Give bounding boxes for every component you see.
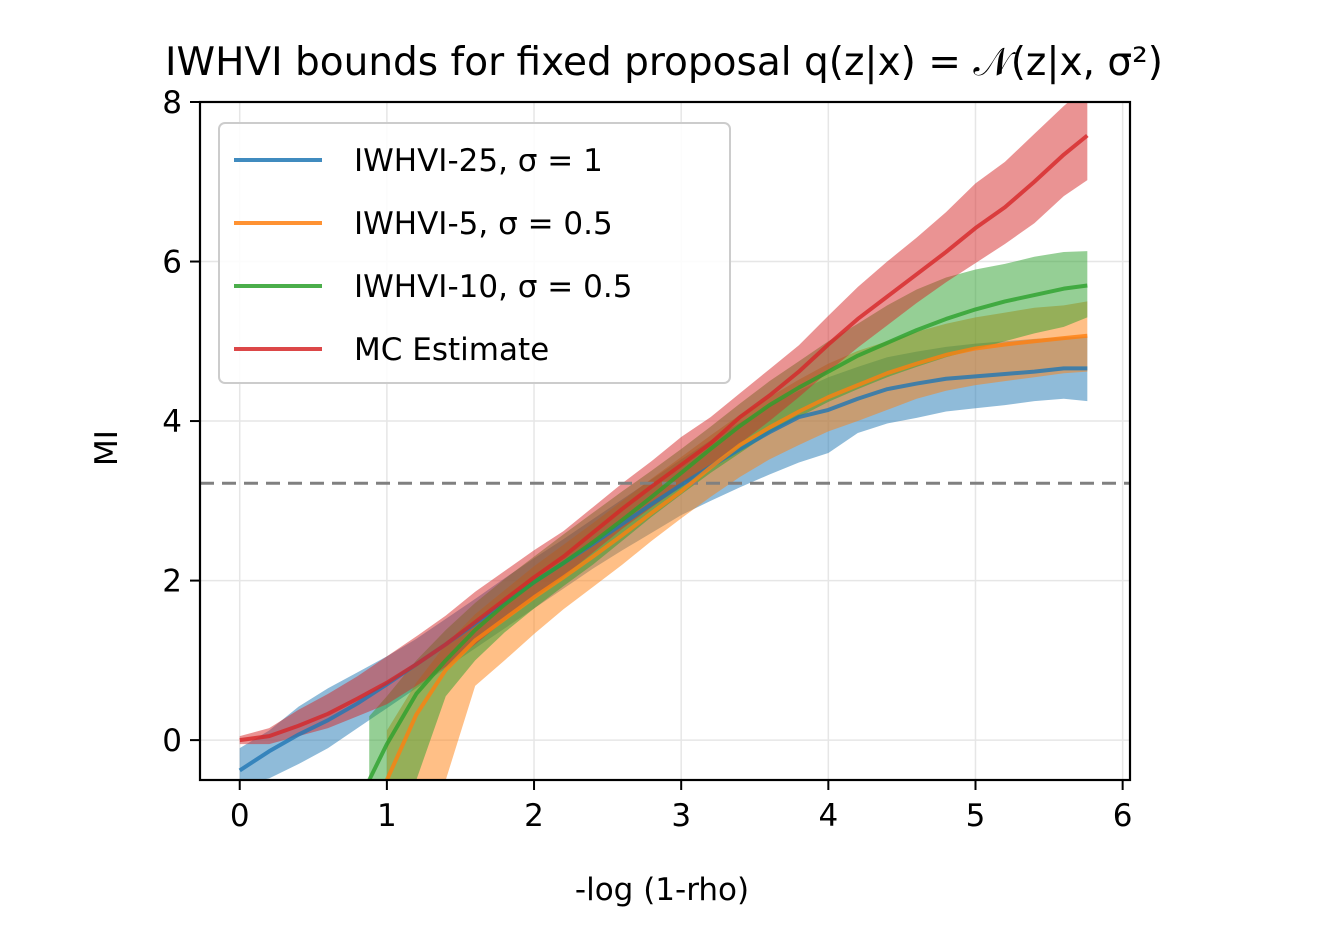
y-axis-ticks: 0 2 4 6 8 <box>162 85 200 759</box>
y-axis-label: MI <box>89 430 125 466</box>
line-series-1 <box>385 333 1088 780</box>
chart-title: IWHVI bounds for fixed proposal q(z|x) =… <box>165 40 1163 85</box>
x-tick-label: 0 <box>230 798 250 834</box>
plot-frame <box>198 100 1132 782</box>
x-axis-label: -log (1-rho) <box>575 872 749 908</box>
x-tick-label: 3 <box>671 798 691 834</box>
band-series-3 <box>239 102 1088 745</box>
y-tick-label: 8 <box>162 85 182 121</box>
line-series-3 <box>239 133 1089 743</box>
legend: IWHVI-25, σ = 1 IWHVI-5, σ = 0.5 IWHVI-10,… <box>218 122 731 384</box>
legend-label: IWHVI-10, σ = 0.5 <box>354 269 632 305</box>
band-series-0 <box>239 336 1088 780</box>
x-tick-label: 5 <box>966 798 986 834</box>
y-tick-label: 6 <box>162 245 182 281</box>
legend-label: IWHVI-5, σ = 0.5 <box>354 206 613 242</box>
y-tick-label: 2 <box>162 564 182 600</box>
legend-label: MC Estimate <box>354 332 549 368</box>
x-tick-label: 1 <box>377 798 397 834</box>
band-series-1 <box>386 301 1088 780</box>
y-tick-label: 0 <box>162 723 182 759</box>
x-tick-label: 2 <box>524 798 544 834</box>
x-tick-label: 4 <box>818 798 838 834</box>
legend-label: IWHVI-25, σ = 1 <box>354 143 603 179</box>
y-tick-label: 4 <box>162 404 182 440</box>
line-series-2 <box>367 283 1088 780</box>
band-series-2 <box>369 251 1088 780</box>
x-tick-label: 6 <box>1113 798 1133 834</box>
confidence-bands <box>239 102 1088 780</box>
series-lines <box>238 133 1089 780</box>
x-axis-ticks: 0 1 2 3 4 5 6 <box>230 780 1133 834</box>
legend-box <box>218 122 731 384</box>
